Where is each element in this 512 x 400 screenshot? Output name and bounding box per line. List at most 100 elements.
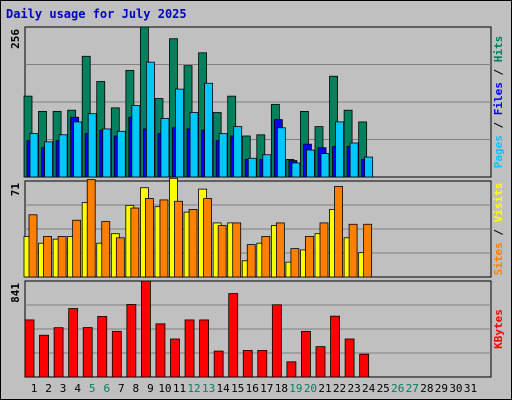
pages-bar xyxy=(218,133,228,178)
sites-bar xyxy=(305,236,314,278)
series-legend-1: Pages / Files / Hits xyxy=(492,36,505,169)
kbytes-bar xyxy=(97,315,108,378)
y-max-label-2: 71 xyxy=(9,183,22,197)
pages-bar xyxy=(320,153,330,178)
legend-visits: Visits xyxy=(492,183,505,223)
legend-separator: / xyxy=(492,115,505,135)
sites-bar xyxy=(188,208,198,278)
sites-bar xyxy=(217,225,227,278)
kbytes-bar xyxy=(315,346,326,378)
sites-bar xyxy=(174,200,183,278)
kbytes-bar xyxy=(213,350,224,378)
sites-bar xyxy=(348,223,358,278)
day-label: 8 xyxy=(133,382,140,395)
day-label: 4 xyxy=(74,382,81,395)
sites-bar xyxy=(203,198,213,278)
sites-bar xyxy=(319,222,329,278)
day-label: 12 xyxy=(187,382,200,395)
kbytes-bar xyxy=(82,327,93,378)
sites-bar xyxy=(363,223,373,278)
day-label: 1 xyxy=(31,382,38,395)
pages-bar xyxy=(131,105,141,178)
pages-bar xyxy=(160,118,170,178)
kbytes-bar xyxy=(271,304,282,378)
day-label: 18 xyxy=(275,382,288,395)
y-max-label-1: 256 xyxy=(9,29,22,49)
day-label: 17 xyxy=(260,382,273,395)
day-label: 27 xyxy=(406,382,419,395)
pages-bar xyxy=(335,121,344,178)
sites-bar xyxy=(290,248,300,278)
legend-separator: / xyxy=(492,62,505,82)
sites-bar xyxy=(159,199,169,278)
pages-bar xyxy=(291,162,301,178)
kbytes-bar xyxy=(199,319,210,378)
sites-bar xyxy=(43,236,52,278)
pages-bar xyxy=(175,88,184,178)
pages-bar xyxy=(116,130,126,178)
day-label: 3 xyxy=(60,382,67,395)
legend-files: Files xyxy=(492,82,505,115)
pages-bar xyxy=(364,156,374,178)
sites-bar xyxy=(115,237,125,278)
legend-pages: Pages xyxy=(492,135,505,168)
day-label: 6 xyxy=(103,382,110,395)
day-label: 10 xyxy=(158,382,171,395)
sites-bar xyxy=(334,186,343,278)
day-label: 28 xyxy=(420,382,433,395)
sites-bar xyxy=(232,222,242,278)
pages-bar xyxy=(204,82,214,178)
day-label: 22 xyxy=(333,382,346,395)
day-label: 19 xyxy=(289,382,302,395)
sites-bar xyxy=(101,221,111,278)
kbytes-bar xyxy=(68,308,79,378)
y-max-label-3: 841 xyxy=(9,283,22,303)
pages-bar xyxy=(44,141,53,178)
day-label: 29 xyxy=(435,382,448,395)
pages-bar xyxy=(29,133,39,178)
sites-bar xyxy=(86,179,96,278)
series-legend-2: Sites / Visits xyxy=(492,183,505,276)
pages-bar xyxy=(262,154,272,178)
pages-bar xyxy=(145,61,155,178)
day-label: 30 xyxy=(449,382,462,395)
kbytes-bar xyxy=(184,319,195,378)
sites-bar xyxy=(275,222,285,278)
pages-bar xyxy=(276,127,286,178)
legend-sites: Sites xyxy=(492,242,505,275)
kbytes-bar xyxy=(330,315,340,378)
kbytes-bar xyxy=(228,293,239,378)
legend-separator: / xyxy=(492,222,505,242)
legend-hits: Hits xyxy=(492,36,505,63)
sites-bar xyxy=(144,198,154,278)
pages-bar xyxy=(58,134,68,178)
chart-title: Daily usage for July 2025 xyxy=(6,7,187,21)
legend-kbytes: KBytes xyxy=(492,309,505,349)
pages-bar xyxy=(233,126,243,178)
day-label: 5 xyxy=(89,382,96,395)
day-label: 2 xyxy=(45,382,52,395)
day-label: 23 xyxy=(347,382,360,395)
pages-bar xyxy=(189,112,199,178)
pages-bar xyxy=(247,157,257,178)
sites-bar xyxy=(28,214,38,278)
sites-bar xyxy=(261,236,271,278)
day-label: 20 xyxy=(304,382,317,395)
sites-bar xyxy=(130,207,140,278)
day-label: 25 xyxy=(377,382,390,395)
kbytes-bar xyxy=(24,319,35,378)
kbytes-bar xyxy=(111,330,122,378)
kbytes-bar xyxy=(140,280,151,378)
kbytes-bar xyxy=(359,353,370,378)
day-label: 21 xyxy=(318,382,331,395)
pages-bar xyxy=(73,121,83,178)
kbytes-bar xyxy=(286,361,297,378)
kbytes-bar xyxy=(126,304,137,378)
day-label: 31 xyxy=(464,382,477,395)
pages-bar xyxy=(87,113,97,178)
sites-bar xyxy=(72,219,82,278)
pages-bar xyxy=(102,128,112,178)
day-label: 11 xyxy=(173,382,186,395)
series-legend-3: KBytes xyxy=(492,309,505,349)
